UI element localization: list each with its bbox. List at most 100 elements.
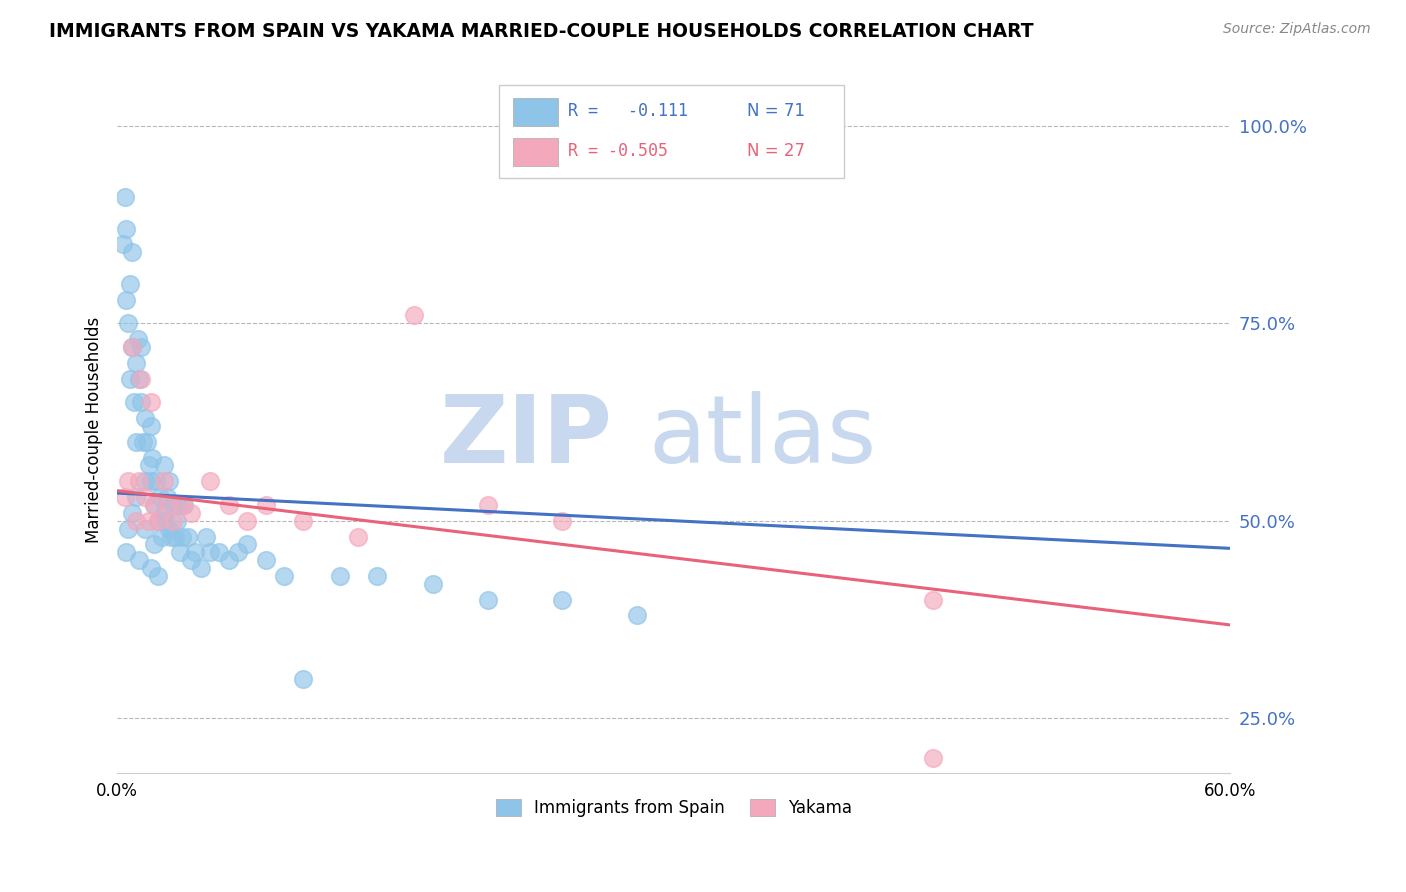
Point [121, 506, 143, 520]
Point [477, 592, 499, 607]
Point [157, 498, 180, 512]
Point [150, 529, 173, 543]
Point [128, 474, 150, 488]
Text: Source: ZipAtlas.com: Source: ZipAtlas.com [1223, 22, 1371, 37]
Point [125, 434, 148, 449]
Point [190, 561, 212, 575]
Point [167, 498, 190, 512]
Point [139, 561, 162, 575]
Point [157, 474, 180, 488]
Point [218, 553, 240, 567]
Point [162, 498, 184, 512]
Point [922, 592, 945, 607]
Point [180, 506, 202, 520]
Point [236, 514, 259, 528]
Point [145, 474, 167, 488]
Point [254, 498, 277, 512]
Point [402, 309, 425, 323]
Y-axis label: Married-couple Households: Married-couple Households [86, 317, 103, 543]
Point [117, 474, 139, 488]
Point [291, 514, 314, 528]
Point [160, 529, 183, 543]
Point [125, 514, 148, 528]
Point [254, 553, 277, 567]
Point [157, 522, 180, 536]
Point [121, 340, 143, 354]
Point [134, 474, 156, 488]
Point [120, 371, 142, 385]
Point [134, 522, 156, 536]
Point [198, 545, 221, 559]
Point [135, 434, 157, 449]
Point [236, 537, 259, 551]
Point [184, 545, 207, 559]
Point [173, 498, 195, 512]
Point [132, 434, 155, 449]
Point [131, 395, 153, 409]
Point [146, 514, 169, 528]
Point [139, 395, 162, 409]
Point [138, 514, 160, 528]
Point [922, 750, 945, 764]
Point [114, 190, 136, 204]
Point [138, 458, 160, 473]
Point [115, 293, 138, 307]
Point [122, 395, 145, 409]
Point [121, 245, 143, 260]
Text: IMMIGRANTS FROM SPAIN VS YAKAMA MARRIED-COUPLE HOUSEHOLDS CORRELATION CHART: IMMIGRANTS FROM SPAIN VS YAKAMA MARRIED-… [49, 22, 1033, 41]
Point [208, 545, 231, 559]
Point [195, 529, 218, 543]
Point [139, 474, 162, 488]
Point [291, 672, 314, 686]
Text: N = 27: N = 27 [747, 142, 806, 161]
Point [273, 569, 295, 583]
Point [111, 237, 134, 252]
Point [143, 537, 166, 551]
Point [125, 356, 148, 370]
Point [198, 474, 221, 488]
Point [156, 490, 179, 504]
Point [329, 569, 352, 583]
Point [551, 514, 574, 528]
Point [139, 419, 162, 434]
Point [166, 514, 188, 528]
Point [169, 545, 191, 559]
Point [152, 474, 174, 488]
Point [146, 569, 169, 583]
Point [218, 498, 240, 512]
Point [134, 411, 156, 425]
Point [115, 221, 138, 235]
Point [115, 545, 138, 559]
Point [226, 545, 249, 559]
Bar [513, 138, 558, 166]
Point [131, 371, 153, 385]
Point [127, 332, 149, 346]
Point [626, 608, 648, 623]
Legend: Immigrants from Spain, Yakama: Immigrants from Spain, Yakama [489, 792, 859, 823]
Point [172, 529, 194, 543]
Point [114, 490, 136, 504]
Point [120, 277, 142, 291]
FancyBboxPatch shape [499, 85, 844, 178]
Point [117, 316, 139, 330]
Point [551, 592, 574, 607]
Point [176, 529, 198, 543]
Point [134, 490, 156, 504]
Point [347, 529, 370, 543]
Point [149, 490, 172, 504]
Point [152, 458, 174, 473]
Point [155, 514, 177, 528]
Point [131, 340, 153, 354]
Point [143, 498, 166, 512]
Point [366, 569, 388, 583]
Bar [513, 98, 558, 126]
Point [180, 553, 202, 567]
Point [117, 522, 139, 536]
Point [162, 514, 184, 528]
Point [143, 498, 166, 512]
Point [172, 498, 194, 512]
Point [146, 514, 169, 528]
Text: R = -0.505: R = -0.505 [568, 142, 668, 161]
Text: N = 71: N = 71 [747, 102, 806, 120]
Point [163, 529, 186, 543]
